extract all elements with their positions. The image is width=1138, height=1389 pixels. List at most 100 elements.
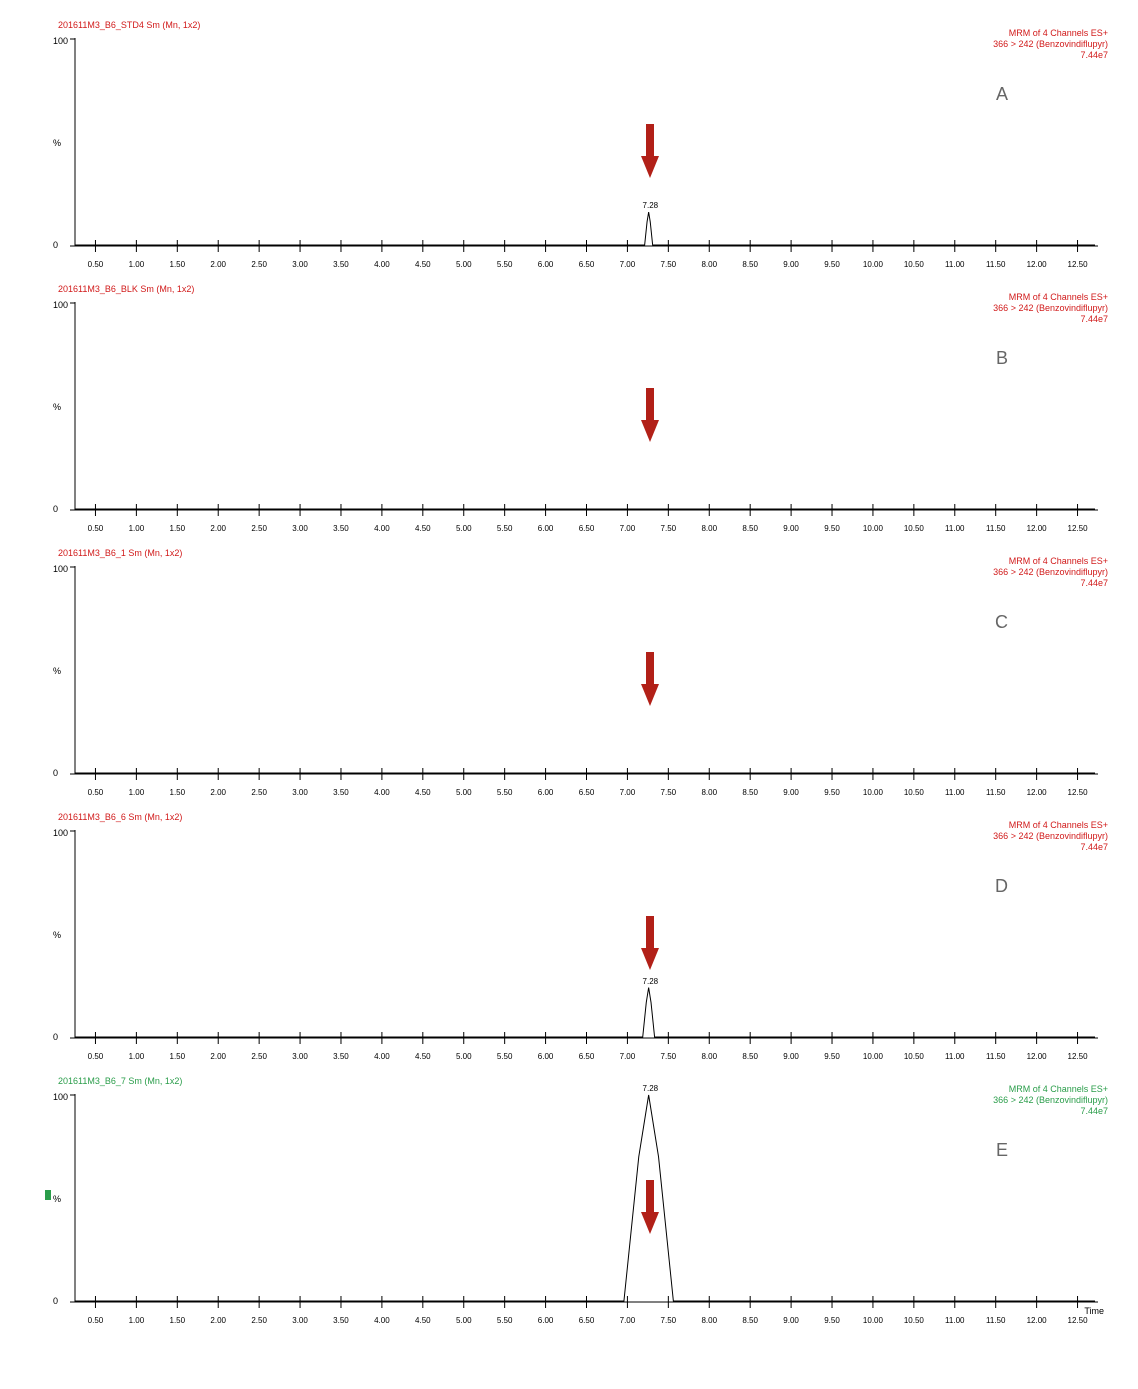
percent-marker-icon bbox=[45, 1190, 51, 1200]
x-tick-label: 12.50 bbox=[1068, 788, 1088, 797]
x-tick-label: 5.50 bbox=[497, 260, 513, 269]
indicator-arrow-icon bbox=[639, 124, 661, 178]
x-tick-label: 9.00 bbox=[783, 1316, 799, 1325]
x-tick-label: 10.50 bbox=[904, 1316, 924, 1325]
x-tick-label: 6.00 bbox=[538, 788, 554, 797]
x-tick-label: 11.00 bbox=[945, 524, 964, 533]
x-tick-label: 3.00 bbox=[292, 260, 308, 269]
x-tick-label: 3.00 bbox=[292, 1316, 308, 1325]
x-tick-label: 9.50 bbox=[824, 1316, 840, 1325]
x-tick-label: 5.00 bbox=[456, 1316, 472, 1325]
y-tick-100: 100 bbox=[53, 36, 68, 46]
x-tick-label: 7.50 bbox=[661, 788, 677, 797]
x-tick-label: 1.50 bbox=[170, 1316, 186, 1325]
x-axis: 0.501.001.502.002.503.003.504.004.505.00… bbox=[75, 1302, 1098, 1334]
panel-title-left: 201611M3_B6_STD4 Sm (Mn, 1x2) bbox=[58, 20, 200, 30]
x-axis-title: Time bbox=[1084, 1306, 1104, 1316]
x-tick-label: 3.00 bbox=[292, 788, 308, 797]
x-tick-label: 7.50 bbox=[661, 260, 677, 269]
x-tick-label: 4.50 bbox=[415, 1052, 431, 1061]
x-tick-label: 11.00 bbox=[945, 1052, 964, 1061]
panel-title-left: 201611M3_B6_6 Sm (Mn, 1x2) bbox=[58, 812, 182, 822]
panel-title-left: 201611M3_B6_7 Sm (Mn, 1x2) bbox=[58, 1076, 182, 1086]
indicator-arrow-icon bbox=[639, 388, 661, 442]
x-tick-label: 4.50 bbox=[415, 524, 431, 533]
x-tick-label: 7.00 bbox=[620, 1052, 636, 1061]
x-tick-label: 1.00 bbox=[129, 1052, 145, 1061]
x-tick-label: 1.00 bbox=[129, 788, 145, 797]
x-tick-label: 6.50 bbox=[579, 260, 595, 269]
x-tick-label: 11.50 bbox=[986, 1316, 1005, 1325]
x-tick-label: 7.00 bbox=[620, 524, 636, 533]
x-tick-label: 2.50 bbox=[251, 260, 267, 269]
x-tick-label: 0.50 bbox=[88, 1052, 104, 1061]
x-tick-label: 6.50 bbox=[579, 1316, 595, 1325]
x-tick-label: 11.50 bbox=[986, 260, 1005, 269]
x-tick-label: 3.50 bbox=[333, 1316, 349, 1325]
x-tick-label: 10.50 bbox=[904, 260, 924, 269]
x-tick-label: 11.00 bbox=[945, 1316, 964, 1325]
x-tick-label: 3.50 bbox=[333, 524, 349, 533]
chromatogram-panel-C: 201611M3_B6_1 Sm (Mn, 1x2) MRM of 4 Chan… bbox=[30, 548, 1108, 806]
y-tick-0: 0 bbox=[53, 1296, 58, 1306]
x-tick-label: 2.00 bbox=[210, 260, 226, 269]
chromatogram-panel-E: 201611M3_B6_7 Sm (Mn, 1x2) MRM of 4 Chan… bbox=[30, 1076, 1108, 1334]
x-tick-label: 4.00 bbox=[374, 260, 390, 269]
x-tick-label: 4.00 bbox=[374, 1316, 390, 1325]
x-tick-label: 8.00 bbox=[701, 1316, 717, 1325]
x-tick-label: 11.50 bbox=[986, 788, 1005, 797]
x-tick-label: 1.50 bbox=[170, 524, 186, 533]
x-tick-label: 7.00 bbox=[620, 788, 636, 797]
x-axis: 0.501.001.502.002.503.003.504.004.505.00… bbox=[75, 246, 1098, 278]
x-tick-label: 5.00 bbox=[456, 524, 472, 533]
x-tick-label: 10.50 bbox=[904, 788, 924, 797]
x-tick-label: 10.00 bbox=[863, 788, 883, 797]
x-tick-label: 7.00 bbox=[620, 260, 636, 269]
x-tick-label: 8.00 bbox=[701, 1052, 717, 1061]
y-tick-percent: % bbox=[53, 138, 61, 148]
x-tick-label: 8.50 bbox=[742, 788, 758, 797]
x-tick-label: 11.00 bbox=[945, 260, 964, 269]
x-tick-label: 10.50 bbox=[904, 524, 924, 533]
x-tick-label: 6.00 bbox=[538, 1316, 554, 1325]
x-tick-label: 12.00 bbox=[1027, 1052, 1047, 1061]
x-tick-label: 8.50 bbox=[742, 1052, 758, 1061]
x-tick-label: 7.50 bbox=[661, 524, 677, 533]
x-tick-label: 6.50 bbox=[579, 524, 595, 533]
peak-rt-label: 7.28 bbox=[643, 977, 659, 986]
x-axis: 0.501.001.502.002.503.003.504.004.505.00… bbox=[75, 774, 1098, 806]
x-tick-label: 12.50 bbox=[1068, 524, 1088, 533]
x-tick-label: 8.50 bbox=[742, 1316, 758, 1325]
indicator-arrow bbox=[639, 388, 661, 442]
x-tick-label: 4.50 bbox=[415, 788, 431, 797]
x-tick-label: 6.00 bbox=[538, 524, 554, 533]
x-tick-label: 5.50 bbox=[497, 524, 513, 533]
x-tick-label: 9.50 bbox=[824, 260, 840, 269]
x-tick-label: 9.00 bbox=[783, 1052, 799, 1061]
chromatogram-panel-A: 201611M3_B6_STD4 Sm (Mn, 1x2) MRM of 4 C… bbox=[30, 20, 1108, 278]
x-tick-label: 8.00 bbox=[701, 524, 717, 533]
plot-area: 100 % 0 7.28 bbox=[75, 830, 1098, 1038]
x-tick-label: 2.00 bbox=[210, 788, 226, 797]
x-axis: 0.501.001.502.002.503.003.504.004.505.00… bbox=[75, 510, 1098, 542]
peak-rt-label: 7.28 bbox=[643, 1084, 659, 1093]
plot-area: 100 % 0 7.28 bbox=[75, 38, 1098, 246]
x-tick-label: 5.50 bbox=[497, 788, 513, 797]
chromatogram-panel-B: 201611M3_B6_BLK Sm (Mn, 1x2) MRM of 4 Ch… bbox=[30, 284, 1108, 542]
x-tick-label: 12.00 bbox=[1027, 524, 1047, 533]
x-tick-label: 3.50 bbox=[333, 260, 349, 269]
plot-area: 100 % 0 bbox=[75, 566, 1098, 774]
x-tick-label: 12.00 bbox=[1027, 1316, 1047, 1325]
y-tick-percent: % bbox=[53, 1194, 61, 1204]
x-tick-label: 3.50 bbox=[333, 788, 349, 797]
x-tick-label: 6.00 bbox=[538, 260, 554, 269]
x-tick-label: 8.00 bbox=[701, 788, 717, 797]
x-tick-label: 3.50 bbox=[333, 1052, 349, 1061]
x-tick-label: 4.50 bbox=[415, 260, 431, 269]
x-tick-label: 1.00 bbox=[129, 1316, 145, 1325]
x-tick-label: 8.50 bbox=[742, 260, 758, 269]
indicator-arrow-icon bbox=[639, 1180, 661, 1234]
indicator-arrow bbox=[639, 916, 661, 970]
x-tick-label: 1.50 bbox=[170, 260, 186, 269]
x-tick-label: 2.50 bbox=[251, 1052, 267, 1061]
